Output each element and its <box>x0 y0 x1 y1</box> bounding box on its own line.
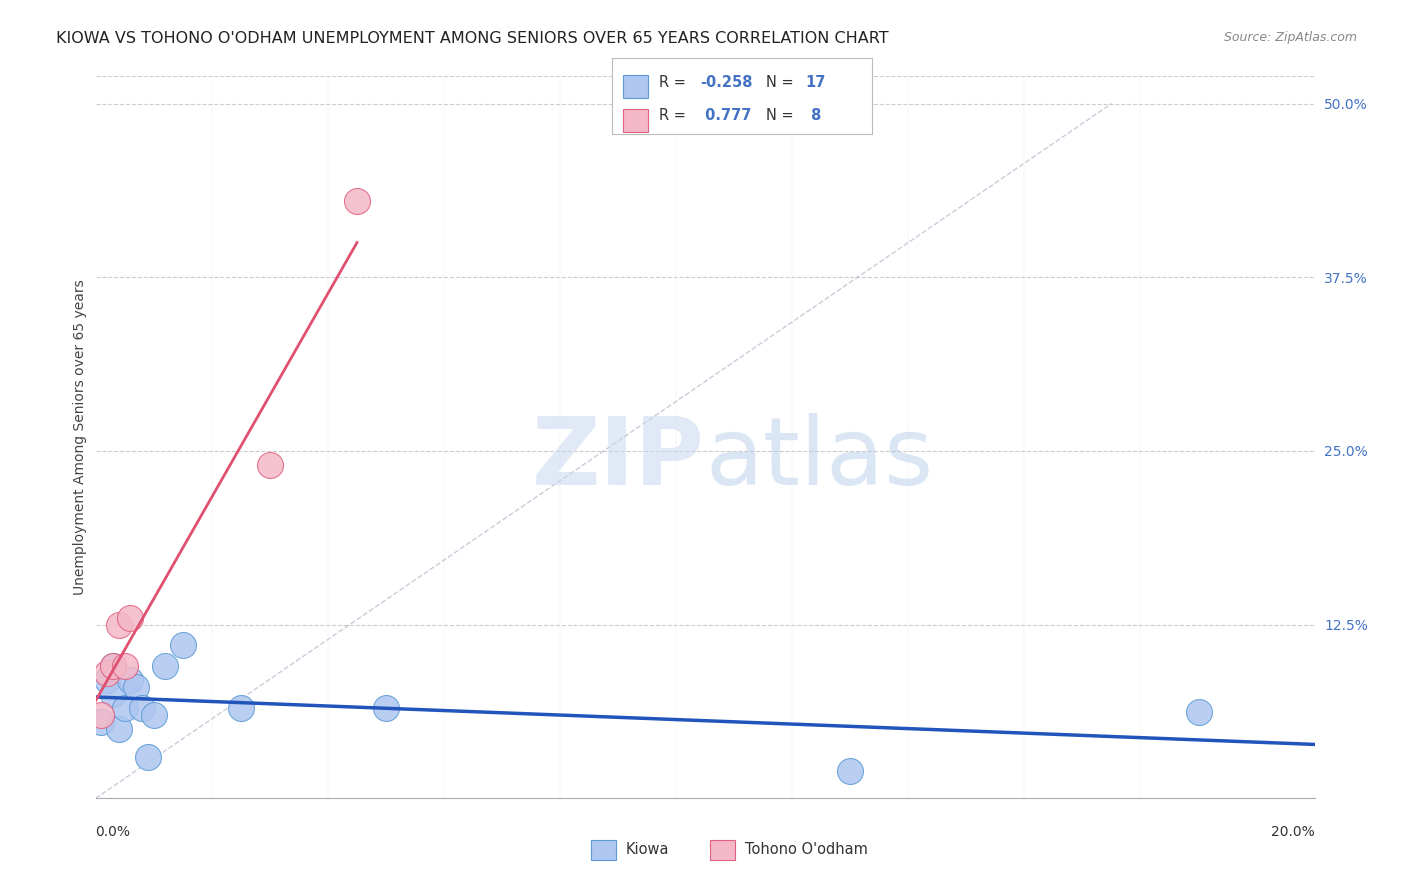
Point <box>229 701 252 715</box>
Text: 0.0%: 0.0% <box>96 825 131 839</box>
Point <box>90 714 112 729</box>
Point <box>101 687 124 701</box>
Point <box>96 673 118 688</box>
Point <box>131 701 153 715</box>
Text: N =: N = <box>766 109 799 123</box>
Text: atlas: atlas <box>706 413 934 505</box>
Point <box>155 659 177 673</box>
Y-axis label: Unemployment Among Seniors over 65 years: Unemployment Among Seniors over 65 years <box>73 279 87 595</box>
Point <box>136 749 159 764</box>
Point <box>1187 705 1209 719</box>
Text: R =: R = <box>659 109 690 123</box>
Point <box>374 701 396 715</box>
Point <box>96 666 118 681</box>
Point <box>120 610 142 624</box>
Text: -0.258: -0.258 <box>700 76 752 90</box>
Point <box>108 617 131 632</box>
Point <box>259 458 281 472</box>
Text: Source: ZipAtlas.com: Source: ZipAtlas.com <box>1223 31 1357 45</box>
Point <box>114 701 136 715</box>
Text: N =: N = <box>766 76 799 90</box>
Text: 0.777: 0.777 <box>700 109 752 123</box>
Text: 17: 17 <box>806 76 825 90</box>
Text: 8: 8 <box>806 109 821 123</box>
Text: KIOWA VS TOHONO O'ODHAM UNEMPLOYMENT AMONG SENIORS OVER 65 YEARS CORRELATION CHA: KIOWA VS TOHONO O'ODHAM UNEMPLOYMENT AMO… <box>56 31 889 46</box>
Point <box>142 708 165 723</box>
Point <box>90 708 112 723</box>
Text: Tohono O'odham: Tohono O'odham <box>745 842 868 856</box>
Text: R =: R = <box>659 76 690 90</box>
Point <box>346 194 368 208</box>
Point <box>114 659 136 673</box>
Point <box>120 673 142 688</box>
Point <box>101 659 124 673</box>
Point <box>839 764 862 778</box>
Point <box>172 639 194 653</box>
Text: 20.0%: 20.0% <box>1271 825 1315 839</box>
Text: Kiowa: Kiowa <box>626 842 669 856</box>
Point <box>108 722 131 736</box>
Point <box>125 680 148 694</box>
Point <box>101 659 124 673</box>
Text: ZIP: ZIP <box>533 413 706 505</box>
